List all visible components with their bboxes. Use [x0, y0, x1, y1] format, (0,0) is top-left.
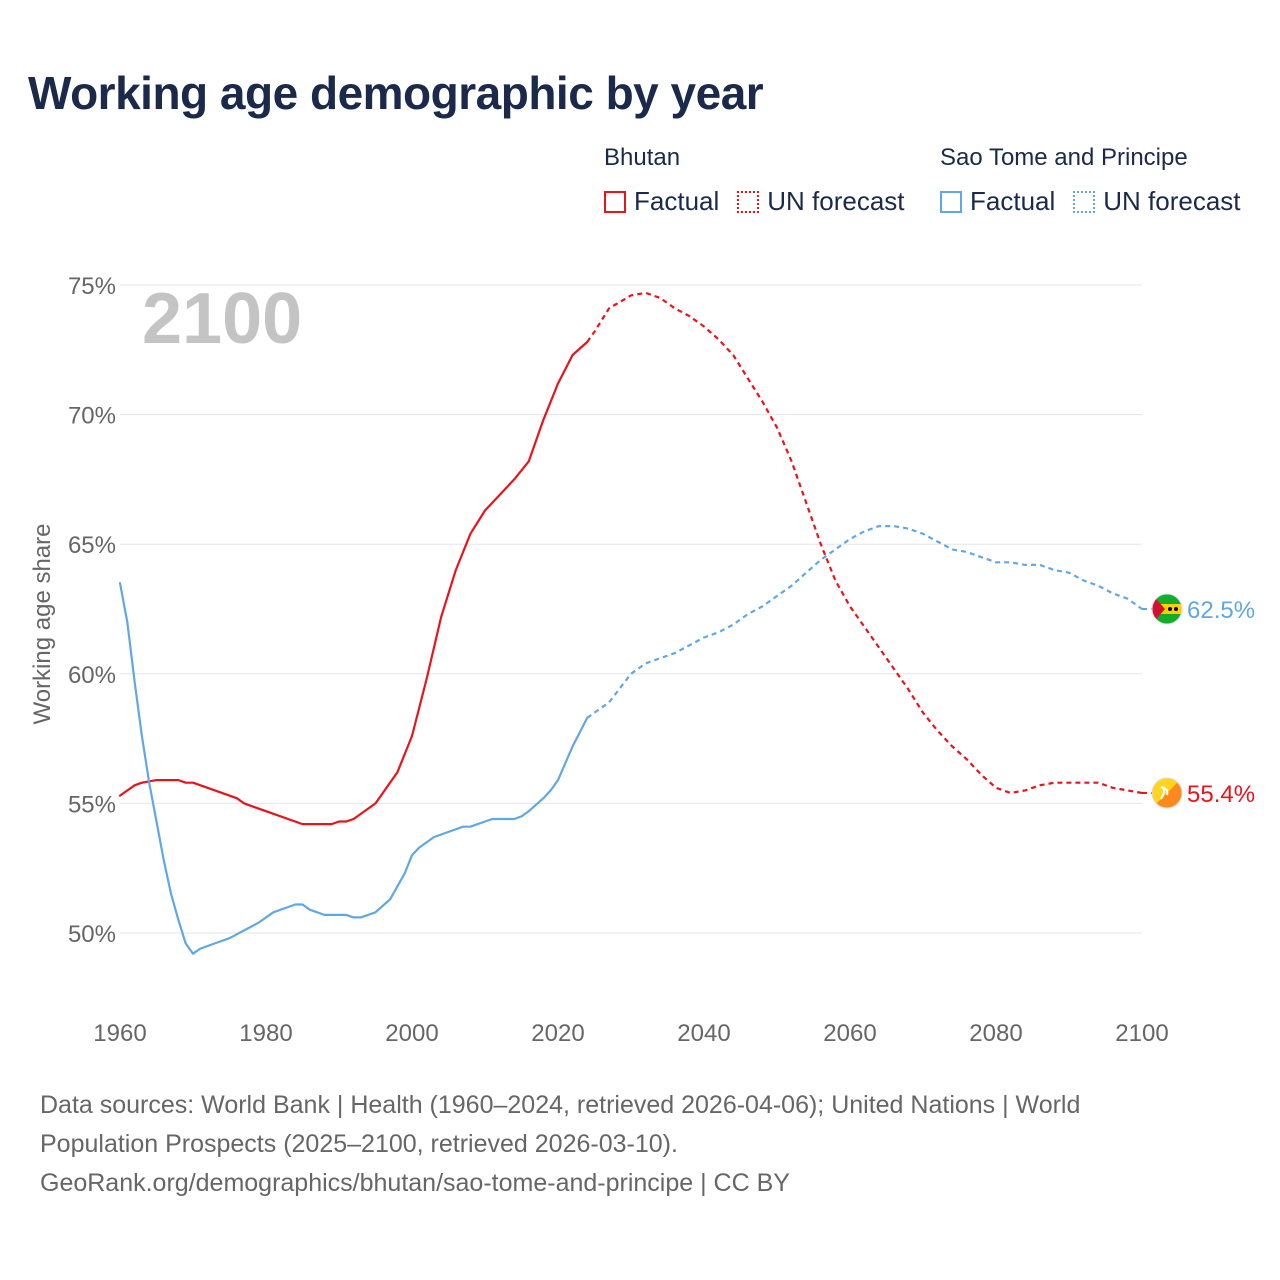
legend-sao-tome-factual[interactable]: Factual: [940, 186, 1055, 217]
flag-ring: [1151, 777, 1183, 809]
legend-bhutan-forecast[interactable]: UN forecast: [737, 186, 905, 217]
legend-sao-tome: Sao Tome and Principe Factual UN forecas…: [940, 144, 1259, 217]
y-tick-label: 60%: [68, 662, 116, 689]
y-axis-ticks: 50% 55% 60% 65% 70% 75%: [68, 273, 116, 948]
sao-tome-factual-line: [118, 581, 589, 955]
legend-item-label: UN forecast: [767, 186, 905, 216]
legend-item-label: Factual: [634, 186, 720, 216]
y-tick-label: 50%: [68, 921, 116, 948]
solid-line-swatch-icon: [940, 190, 962, 213]
year-watermark: 2100: [142, 279, 302, 359]
legend-item-label: UN forecast: [1103, 186, 1241, 216]
bhutan-flag-icon: [1151, 777, 1183, 809]
x-tick-label: 2000: [385, 1020, 438, 1047]
x-tick-label: 2060: [823, 1020, 876, 1047]
legend-country-name: Bhutan: [604, 144, 681, 171]
bhutan-forecast-line: [586, 291, 1143, 795]
dotted-line-swatch-icon: [1073, 190, 1096, 213]
legend-bhutan: Bhutan Factual UN forecast: [604, 144, 923, 217]
x-tick-label: 2100: [1115, 1020, 1168, 1047]
legend-country-name: Sao Tome and Principe: [940, 144, 1188, 171]
legend-sao-tome-forecast[interactable]: UN forecast: [1073, 186, 1241, 217]
gridlines: [120, 284, 1142, 934]
x-tick-label: 2020: [531, 1020, 584, 1047]
dotted-line-swatch-icon: [737, 190, 760, 213]
footer-line-3: GeoRank.org/demographics/bhutan/sao-tome…: [40, 1169, 790, 1197]
x-tick-label: 2040: [677, 1020, 730, 1047]
legend-item-label: Factual: [970, 186, 1056, 216]
flag-ring: [1151, 593, 1183, 625]
sao-tome-flag-icon: [1151, 593, 1183, 625]
y-tick-label: 75%: [68, 273, 116, 300]
series-lines: [118, 291, 1154, 955]
data-source-footer: Data sources: World Bank | Health (1960–…: [40, 1086, 1220, 1203]
y-tick-label: 70%: [68, 403, 116, 430]
y-axis-label: Working age share: [29, 524, 56, 725]
x-tick-label: 1980: [239, 1020, 292, 1047]
line-chart: 2100 50% 55% 60% 65% 70% 75% 1960 1980 2000 2020…: [29, 273, 1255, 1047]
x-axis-ticks: 1960 1980 2000 2020 2040 2060 2080 2100: [93, 1020, 1168, 1047]
bhutan-factual-line: [118, 340, 589, 826]
y-tick-label: 65%: [68, 532, 116, 559]
footer-line-1: Data sources: World Bank | Health (1960–…: [40, 1091, 1081, 1119]
x-tick-label: 2080: [969, 1020, 1022, 1047]
footer-line-2: Population Prospects (2025–2100, retriev…: [40, 1130, 678, 1158]
solid-line-swatch-icon: [604, 190, 626, 213]
sao-tome-forecast-line: [586, 524, 1143, 719]
y-tick-label: 55%: [68, 791, 116, 818]
x-tick-label: 1960: [93, 1020, 146, 1047]
chart-title: Working age demographic by year: [28, 67, 764, 119]
sao-tome-end-value-label: 62.5%: [1187, 597, 1255, 624]
legend-bhutan-factual[interactable]: Factual: [604, 186, 719, 217]
bhutan-end-value-label: 55.4%: [1187, 781, 1255, 808]
end-labels: 55.4% 62.5%: [1151, 593, 1255, 809]
